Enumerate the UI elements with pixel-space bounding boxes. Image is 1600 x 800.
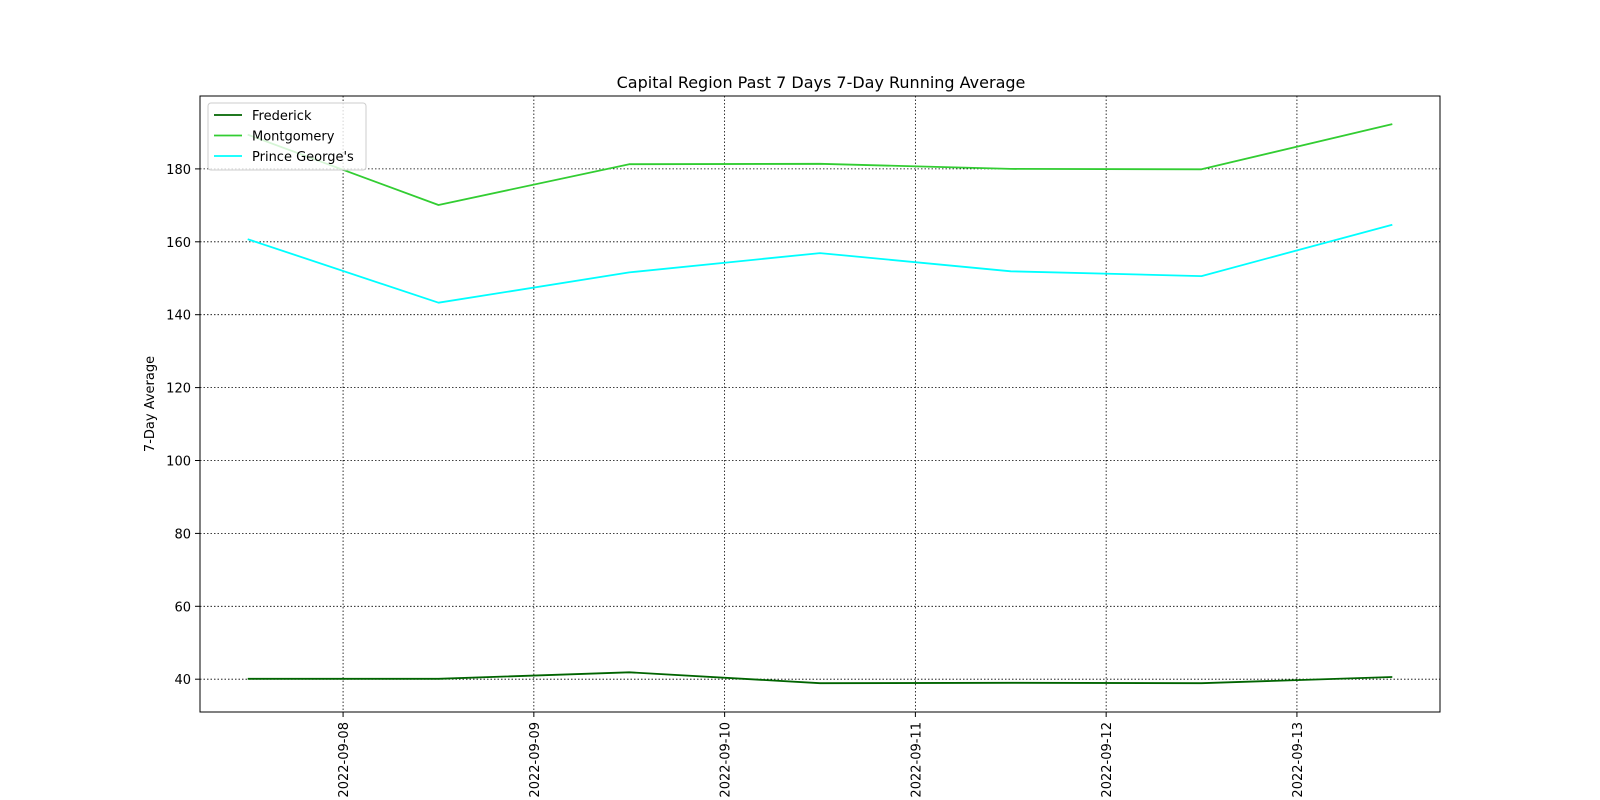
y-tick-label: 180 bbox=[166, 163, 191, 178]
y-tick-label: 140 bbox=[166, 309, 191, 324]
series-line bbox=[247, 123, 1393, 206]
x-tick-label: 2022-09-12 bbox=[1100, 722, 1115, 798]
legend-label: Prince George's bbox=[252, 150, 354, 165]
plot-frame bbox=[199, 95, 1441, 713]
y-axis-label: 7-Day Average bbox=[143, 356, 158, 452]
y-tick-label: 60 bbox=[174, 600, 191, 615]
legend-label: Montgomery bbox=[252, 130, 335, 145]
x-axis: 2022-09-08 2022-09-09 2022-09-10 2022-09-11… bbox=[337, 712, 1306, 798]
y-tick-label: 100 bbox=[166, 454, 191, 469]
legend: Frederick Montgomery Prince George's bbox=[207, 102, 367, 171]
x-tick-label: 2022-09-09 bbox=[528, 722, 543, 798]
series-line bbox=[247, 223, 1393, 304]
x-tick-label: 2022-09-08 bbox=[337, 722, 352, 798]
y-axis: 40 60 80 100 120 140 160 180 bbox=[166, 163, 200, 688]
series-lines bbox=[247, 123, 1393, 685]
legend-box bbox=[207, 102, 367, 171]
x-tick-label: 2022-09-11 bbox=[909, 722, 924, 798]
series-line bbox=[247, 671, 1393, 685]
y-tick-label: 120 bbox=[166, 382, 191, 397]
y-tick-label: 80 bbox=[174, 527, 191, 542]
grid-lines bbox=[200, 96, 1440, 712]
x-tick-label: 2022-09-13 bbox=[1291, 722, 1306, 798]
chart-title: Capital Region Past 7 Days 7-Day Running… bbox=[617, 73, 1026, 92]
x-tick-label: 2022-09-10 bbox=[719, 722, 734, 798]
legend-label: Frederick bbox=[252, 109, 312, 124]
y-tick-label: 40 bbox=[174, 673, 191, 688]
y-tick-label: 160 bbox=[166, 236, 191, 251]
